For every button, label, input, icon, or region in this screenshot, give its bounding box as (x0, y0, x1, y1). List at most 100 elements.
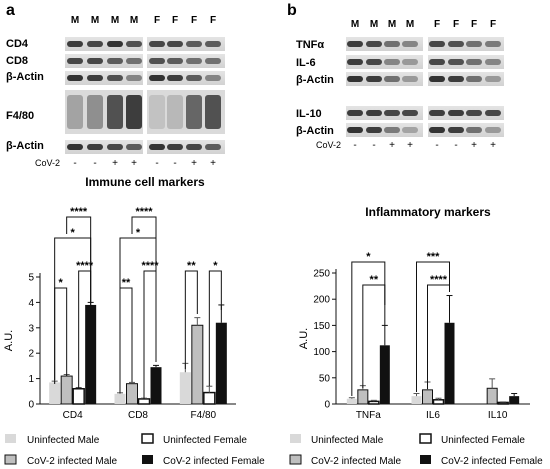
blot-band (347, 110, 363, 116)
blot-band (126, 75, 142, 81)
blot-band (448, 127, 464, 133)
blot-band (347, 127, 363, 133)
blot-band (167, 75, 183, 81)
blot-row-label: β-Actin (296, 125, 334, 137)
bar (411, 396, 422, 404)
blot-band (149, 95, 165, 129)
significance-label: **** (141, 260, 159, 272)
blot-band (366, 76, 382, 82)
significance-label: ** (122, 277, 131, 289)
cov-sign: - (173, 158, 176, 169)
blot-band (107, 144, 123, 150)
legend-b: Uninfected Male Uninfected Female CoV-2 … (289, 433, 543, 467)
lane-label: F (210, 15, 216, 26)
panel-a-cov-signs: - - + + - - + + (73, 158, 216, 169)
blot-row-label: β-Actin (296, 74, 334, 86)
blot-band (149, 41, 165, 47)
blot-band (366, 41, 382, 47)
legend-label: CoV-2 infected Male (27, 456, 117, 467)
panel-b-caption: Inflammatory markers (365, 205, 491, 219)
lane-label: F (490, 19, 496, 30)
blot-band (126, 144, 142, 150)
lane-label: F (471, 19, 477, 30)
blot-band (448, 41, 464, 47)
y-tick-label: 100 (313, 347, 330, 358)
panel-a-blots (65, 37, 225, 154)
bar (215, 322, 227, 404)
bar (126, 383, 138, 405)
blot-band (429, 41, 445, 47)
blot-band (149, 144, 165, 150)
blot-strip (65, 37, 143, 51)
blot-band (429, 76, 445, 82)
blot-band (186, 75, 202, 81)
legend-label: Uninfected Female (163, 435, 247, 446)
blot-band (186, 58, 202, 64)
blot-row-label: CD4 (6, 38, 29, 50)
legend-a: Uninfected Male Uninfected Female CoV-2 … (4, 433, 265, 467)
blot-strip (65, 54, 143, 68)
blot-band (429, 59, 445, 65)
blot-band (67, 144, 83, 150)
bar (49, 382, 61, 404)
blot-band (384, 110, 400, 116)
significance-bracket (66, 216, 92, 303)
significance-bracket (416, 261, 450, 392)
blot-band (67, 41, 83, 47)
significance-label: * (213, 260, 218, 272)
cov-sign: + (131, 158, 137, 169)
lane-label: F (434, 19, 440, 30)
blot-band (384, 127, 400, 133)
y-tick-label: 50 (319, 373, 331, 384)
blot-band (466, 127, 482, 133)
cov-sign: - (155, 158, 158, 169)
blot-band (366, 59, 382, 65)
blot-band (67, 75, 83, 81)
blot-band (205, 41, 221, 47)
blot-band (466, 41, 482, 47)
significance-label: **** (430, 274, 448, 286)
significance-label: **** (76, 260, 94, 272)
cov-sign: + (210, 158, 216, 169)
bar (60, 375, 73, 405)
y-tick-label: 3 (28, 323, 34, 334)
blot-band (402, 41, 418, 47)
significance-label: * (366, 251, 371, 263)
blot-band (205, 58, 221, 64)
lane-label: F (191, 15, 197, 26)
x-tick-label: IL10 (488, 410, 508, 421)
blot-band (167, 41, 183, 47)
significance-label: * (59, 277, 64, 289)
legend-label: CoV-2 infected Male (311, 456, 401, 467)
significance-label: * (136, 227, 141, 239)
blot-band (87, 144, 103, 150)
bar (422, 389, 433, 405)
blot-band (466, 110, 482, 116)
blot-band (205, 95, 221, 129)
significance-label: **** (135, 206, 153, 218)
blot-band (485, 76, 501, 82)
bar (379, 345, 390, 404)
blot-row-label: β-Actin (6, 71, 44, 83)
panel-b-letter: b (287, 2, 297, 19)
blot-row-label: IL-10 (296, 108, 322, 120)
legend-label: Uninfected Male (311, 435, 384, 446)
x-tick-label: F4/80 (191, 410, 217, 421)
y-axis-label: A.U. (3, 330, 15, 351)
blot-band (149, 75, 165, 81)
significance-label: ** (187, 260, 196, 272)
significance-bracket (119, 287, 133, 393)
blot-row-label: β-Actin (6, 140, 44, 152)
blot-band (366, 127, 382, 133)
blot-band (347, 76, 363, 82)
blot-band (87, 75, 103, 81)
y-axis-label: A.U. (298, 328, 310, 349)
blot-band (347, 41, 363, 47)
y-tick-label: 5 (28, 273, 34, 284)
blot-band (485, 41, 501, 47)
lane-label: M (130, 15, 138, 26)
lane-label: M (111, 15, 119, 26)
significance-bracket (351, 261, 386, 396)
blot-band (402, 110, 418, 116)
y-tick-label: 2 (28, 349, 34, 360)
